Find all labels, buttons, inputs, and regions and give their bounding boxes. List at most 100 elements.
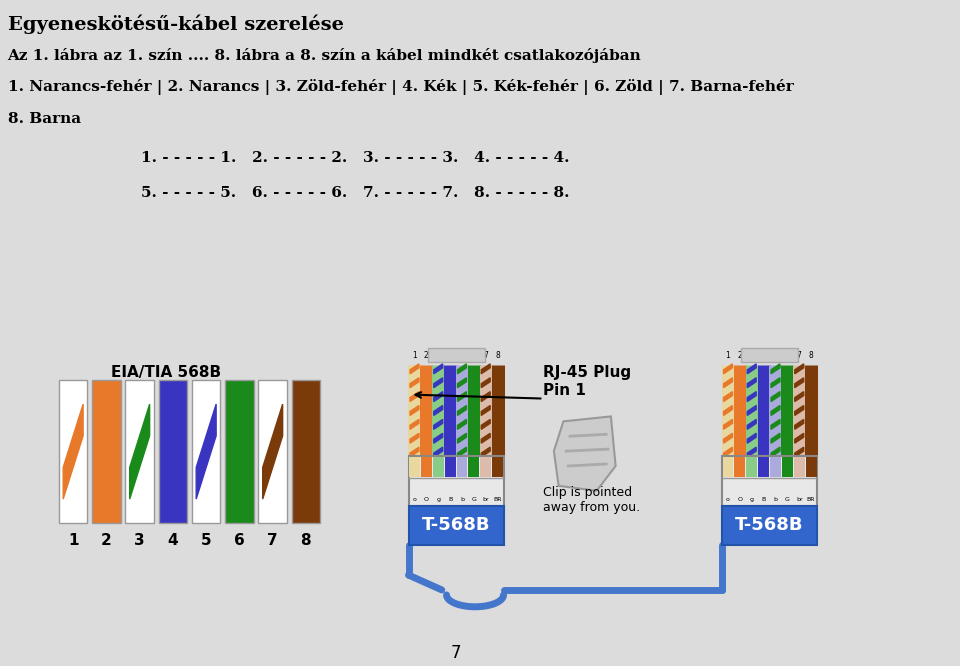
- Polygon shape: [434, 364, 443, 374]
- Polygon shape: [410, 434, 419, 443]
- Polygon shape: [724, 406, 732, 416]
- Text: 7: 7: [267, 533, 278, 548]
- Bar: [457, 457, 468, 478]
- Polygon shape: [771, 392, 780, 402]
- Text: 5: 5: [201, 533, 211, 548]
- Text: 7: 7: [483, 351, 488, 360]
- Text: 1: 1: [412, 351, 417, 360]
- Bar: [409, 457, 420, 478]
- Text: O: O: [423, 498, 429, 502]
- Bar: [409, 456, 504, 505]
- Bar: [468, 457, 479, 478]
- Polygon shape: [724, 434, 732, 443]
- Text: 5: 5: [460, 351, 465, 360]
- Text: 5. - - - - - 5.   6. - - - - - 6.   7. - - - - - 7.   8. - - - - - 8.: 5. - - - - - 5. 6. - - - - - 6. 7. - - -…: [140, 186, 569, 200]
- Polygon shape: [724, 447, 732, 457]
- Bar: [794, 457, 804, 478]
- Text: G: G: [471, 498, 476, 502]
- Text: 2: 2: [737, 351, 742, 360]
- Polygon shape: [458, 392, 467, 402]
- Polygon shape: [263, 404, 282, 499]
- Polygon shape: [63, 404, 84, 499]
- Polygon shape: [795, 392, 804, 402]
- Text: Egyeneskötésű-kábel szerelése: Egyeneskötésű-kábel szerelése: [8, 15, 344, 35]
- Polygon shape: [481, 434, 491, 443]
- Text: 3: 3: [134, 533, 145, 548]
- Text: B: B: [761, 498, 766, 502]
- Text: EIA/TIA 568B: EIA/TIA 568B: [111, 365, 222, 380]
- Bar: [226, 380, 253, 523]
- Polygon shape: [458, 420, 467, 430]
- Polygon shape: [410, 364, 419, 374]
- Bar: [741, 348, 798, 362]
- Text: RJ-45 Plug: RJ-45 Plug: [543, 365, 632, 380]
- Polygon shape: [747, 420, 756, 430]
- Text: 4: 4: [447, 351, 452, 360]
- Polygon shape: [434, 392, 443, 402]
- Text: 4: 4: [761, 351, 766, 360]
- Bar: [433, 457, 444, 478]
- Text: g: g: [436, 498, 441, 502]
- Text: G: G: [785, 498, 790, 502]
- Text: 8: 8: [300, 533, 311, 548]
- Text: 6: 6: [785, 351, 790, 360]
- Bar: [292, 380, 321, 523]
- Polygon shape: [771, 406, 780, 416]
- Polygon shape: [434, 420, 443, 430]
- Text: Az 1. lábra az 1. szín .... 8. lábra a 8. szín a kábel mindkét csatlakozójában: Az 1. lábra az 1. szín .... 8. lábra a 8…: [8, 47, 641, 63]
- Text: 7: 7: [797, 351, 802, 360]
- Polygon shape: [747, 406, 756, 416]
- Polygon shape: [434, 447, 443, 457]
- Bar: [126, 380, 154, 523]
- Bar: [420, 457, 432, 478]
- Bar: [722, 456, 817, 505]
- Bar: [480, 457, 492, 478]
- Polygon shape: [434, 406, 443, 416]
- Text: 5: 5: [773, 351, 778, 360]
- Polygon shape: [795, 420, 804, 430]
- Text: Clip is pointed
away from you.: Clip is pointed away from you.: [543, 486, 640, 514]
- Polygon shape: [481, 364, 491, 374]
- Text: b: b: [774, 498, 778, 502]
- Polygon shape: [747, 434, 756, 443]
- Polygon shape: [724, 420, 732, 430]
- Text: 1. Narancs-fehér | 2. Narancs | 3. Zöld-fehér | 4. Kék | 5. Kék-fehér | 6. Zöld : 1. Narancs-fehér | 2. Narancs | 3. Zöld-…: [8, 79, 793, 95]
- Polygon shape: [724, 364, 732, 374]
- Bar: [258, 380, 287, 523]
- Text: 4: 4: [168, 533, 179, 548]
- Polygon shape: [724, 378, 732, 388]
- Bar: [770, 457, 780, 478]
- Polygon shape: [747, 364, 756, 374]
- Polygon shape: [410, 378, 419, 388]
- Polygon shape: [481, 447, 491, 457]
- Text: 2: 2: [424, 351, 429, 360]
- Bar: [781, 457, 793, 478]
- Text: 3: 3: [436, 351, 441, 360]
- Polygon shape: [481, 378, 491, 388]
- Polygon shape: [795, 447, 804, 457]
- Text: g: g: [750, 498, 754, 502]
- Text: o: o: [413, 498, 417, 502]
- Bar: [158, 380, 187, 523]
- Polygon shape: [458, 406, 467, 416]
- Polygon shape: [458, 434, 467, 443]
- Bar: [444, 457, 456, 478]
- Polygon shape: [771, 447, 780, 457]
- Polygon shape: [458, 447, 467, 457]
- Text: 8: 8: [495, 351, 500, 360]
- Polygon shape: [795, 406, 804, 416]
- Text: 8. Barna: 8. Barna: [8, 112, 81, 126]
- Text: 1: 1: [68, 533, 79, 548]
- Text: BR: BR: [806, 498, 815, 502]
- Polygon shape: [434, 434, 443, 443]
- Bar: [758, 457, 769, 478]
- Text: 6: 6: [234, 533, 245, 548]
- Bar: [746, 457, 757, 478]
- Text: br: br: [483, 498, 489, 502]
- Text: 1: 1: [726, 351, 731, 360]
- Text: 1. - - - - - 1.   2. - - - - - 2.   3. - - - - - 3.   4. - - - - - 4.: 1. - - - - - 1. 2. - - - - - 2. 3. - - -…: [140, 151, 569, 165]
- Text: 3: 3: [750, 351, 755, 360]
- Polygon shape: [795, 378, 804, 388]
- Polygon shape: [458, 378, 467, 388]
- Polygon shape: [410, 420, 419, 430]
